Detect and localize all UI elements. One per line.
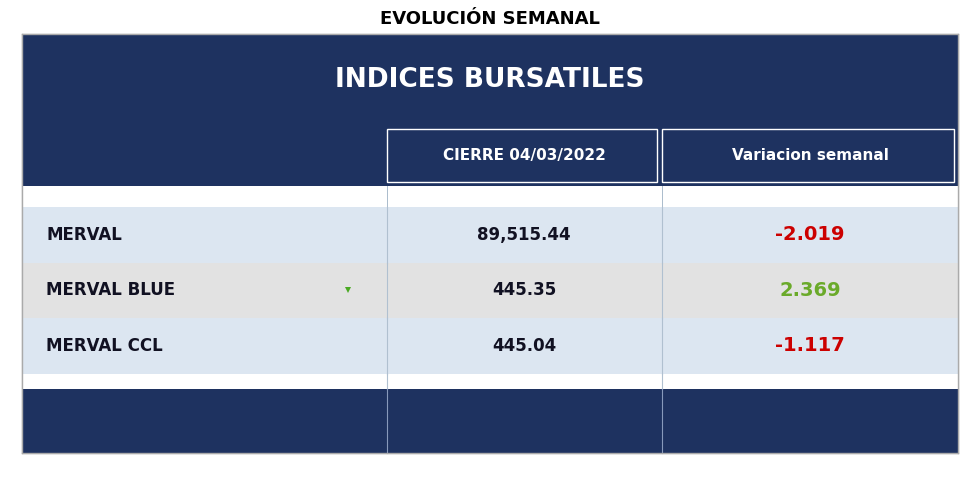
Bar	[22, 263, 958, 318]
Text: MERVAL: MERVAL	[46, 226, 122, 244]
Bar	[22, 34, 958, 125]
Bar	[22, 388, 958, 453]
Bar	[22, 34, 958, 453]
Bar	[662, 129, 954, 182]
Text: EVOLUCIÓN SEMANAL: EVOLUCIÓN SEMANAL	[380, 10, 600, 27]
Bar	[22, 125, 958, 186]
Text: 89,515.44: 89,515.44	[477, 226, 571, 244]
Text: 2.369: 2.369	[779, 281, 841, 300]
Bar	[22, 207, 958, 263]
Bar	[387, 129, 657, 182]
Text: MERVAL CCL: MERVAL CCL	[46, 337, 163, 355]
Text: MERVAL BLUE: MERVAL BLUE	[46, 281, 175, 299]
Text: -1.117: -1.117	[775, 336, 845, 355]
Text: CIERRE 04/03/2022: CIERRE 04/03/2022	[443, 148, 606, 163]
Text: -2.019: -2.019	[775, 226, 845, 244]
Bar	[22, 374, 958, 388]
Text: 445.35: 445.35	[492, 281, 557, 299]
Text: Variacion semanal: Variacion semanal	[731, 148, 889, 163]
Bar	[22, 318, 958, 374]
Text: INDICES BURSATILES: INDICES BURSATILES	[335, 67, 645, 93]
Bar	[22, 186, 958, 207]
Text: 445.04: 445.04	[492, 337, 557, 355]
